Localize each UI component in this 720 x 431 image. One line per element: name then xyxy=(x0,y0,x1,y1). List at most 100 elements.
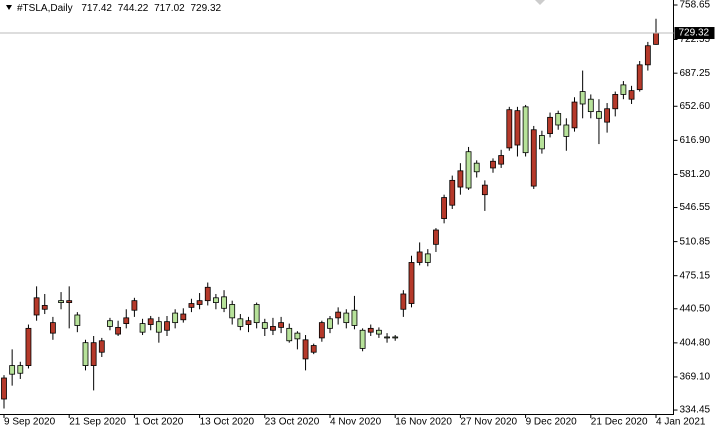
candle-body xyxy=(473,162,480,173)
candle-body xyxy=(270,326,276,331)
candle-body xyxy=(286,327,293,342)
candle-body xyxy=(433,229,439,245)
y-tick-label: 334.45 xyxy=(680,405,711,416)
candle-body xyxy=(367,327,374,333)
y-tick-label: 581.20 xyxy=(680,169,711,180)
x-tick-label: 9 Sep 2020 xyxy=(4,417,56,428)
candle-body xyxy=(237,318,244,327)
candle-body xyxy=(359,329,366,349)
candle-body xyxy=(147,318,154,325)
chart-header: #TSLA,Daily 717.42 744.22 717.02 729.32 xyxy=(17,3,222,14)
candle-body xyxy=(74,314,81,326)
candle-body xyxy=(335,311,342,319)
y-tick-label: 652.60 xyxy=(680,101,711,112)
candle-body xyxy=(571,101,578,129)
candle-body xyxy=(9,365,16,375)
candle-body xyxy=(530,129,537,187)
candle-body xyxy=(155,321,162,333)
candle-body xyxy=(82,342,89,366)
y-tick-label: 687.25 xyxy=(680,68,711,79)
candle-body xyxy=(278,322,285,328)
candle-body xyxy=(90,342,97,366)
candle-body xyxy=(587,98,594,113)
y-tick-label: 440.50 xyxy=(680,303,711,314)
candle-body xyxy=(400,293,407,310)
candle-body xyxy=(457,170,464,188)
price-label-box xyxy=(674,27,715,40)
candle-body xyxy=(547,116,553,134)
x-tick-label: 21 Dec 2020 xyxy=(591,417,648,428)
candle-body xyxy=(579,91,586,105)
candle-body xyxy=(25,327,32,366)
candle-body xyxy=(17,365,24,374)
y-tick-label: 758.65 xyxy=(680,0,711,11)
x-tick-label: 13 Oct 2020 xyxy=(200,417,255,428)
candle-body xyxy=(636,64,643,91)
candle-body xyxy=(351,309,358,326)
chart-title: #TSLA,Daily xyxy=(17,3,73,14)
x-tick-label: 21 Sep 2020 xyxy=(69,417,126,428)
menu-arrow[interactable] xyxy=(6,5,12,10)
candle-body xyxy=(392,336,399,339)
y-tick-label: 404.80 xyxy=(680,338,711,349)
y-tick-label: 369.10 xyxy=(680,372,711,383)
candle-body xyxy=(375,329,382,335)
header-open: 717.42 xyxy=(81,3,112,14)
candle-body xyxy=(498,155,505,165)
candle-body xyxy=(424,253,431,263)
x-tick-label: 1 Oct 2020 xyxy=(134,417,183,428)
scroll-marker xyxy=(535,0,545,5)
x-tick-label: 9 Dec 2020 xyxy=(526,417,578,428)
candle-body xyxy=(172,312,179,324)
candle-body xyxy=(245,320,252,325)
y-tick-label: 475.15 xyxy=(680,270,711,281)
x-tick-label: 23 Oct 2020 xyxy=(265,417,320,428)
candle-body xyxy=(408,262,415,304)
y-tick-label: 722.55 xyxy=(680,34,711,45)
candle-body xyxy=(107,320,113,327)
candle-body xyxy=(620,84,627,95)
candle-body xyxy=(41,305,48,310)
candle-body xyxy=(66,300,73,303)
candle-body xyxy=(555,113,562,126)
candle-body xyxy=(253,304,260,324)
candle-body xyxy=(188,303,195,308)
candle-body xyxy=(212,297,219,303)
x-tick-label: 4 Jan 2021 xyxy=(656,417,706,428)
price-label: 729.32 xyxy=(679,28,710,39)
header-close: 729.32 xyxy=(190,3,221,14)
candle-body xyxy=(261,322,268,329)
candle-body xyxy=(318,322,325,339)
candle-body xyxy=(50,322,56,334)
candle-body xyxy=(653,32,659,45)
candle-body xyxy=(139,323,146,333)
candle-body xyxy=(465,151,472,189)
candle-body xyxy=(596,111,602,119)
candle-body xyxy=(416,251,423,263)
candle-body xyxy=(563,124,570,137)
candle-body xyxy=(131,300,138,311)
candle-body xyxy=(164,321,170,331)
candle-body xyxy=(196,300,203,305)
x-tick-label: 27 Nov 2020 xyxy=(460,417,517,428)
candle-body xyxy=(204,286,211,302)
candle-body xyxy=(343,312,350,324)
candle-body xyxy=(506,109,513,149)
candle-body xyxy=(180,313,187,321)
candle-body xyxy=(522,106,529,154)
candle-body xyxy=(604,108,610,123)
candle-body xyxy=(327,318,333,329)
candle-body xyxy=(310,345,317,353)
candle-body xyxy=(449,179,456,206)
candle-body xyxy=(481,184,488,196)
x-tick-label: 16 Nov 2020 xyxy=(395,417,452,428)
header-high: 744.22 xyxy=(118,3,149,14)
y-tick-label: 546.55 xyxy=(680,202,711,213)
candle-body xyxy=(628,90,635,100)
candle-body xyxy=(514,110,521,146)
candle-body xyxy=(33,297,40,316)
candle-body xyxy=(302,339,309,360)
candle-body xyxy=(1,377,7,400)
candle-body xyxy=(539,135,545,150)
